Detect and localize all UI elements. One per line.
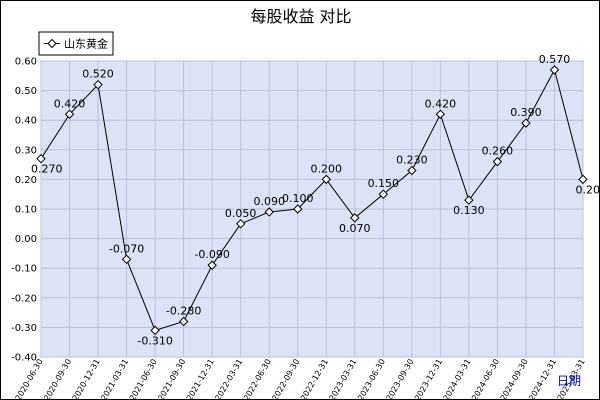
data-label: 0.420 xyxy=(425,97,457,110)
x-tick-label: 2024-12-31 xyxy=(527,358,558,400)
y-tick-label: 0.30 xyxy=(15,145,37,156)
data-point-marker xyxy=(464,195,474,205)
data-point-marker xyxy=(178,316,189,327)
data-label: 0.130 xyxy=(453,204,485,217)
x-tick-label: 2022-12-31 xyxy=(299,358,330,400)
x-axis-ticks: 2020-06-302020-09-302020-12-312021-03-31… xyxy=(14,357,587,399)
data-point-marker xyxy=(64,109,75,119)
y-tick-label: -0.20 xyxy=(11,293,37,304)
y-tick-label: -0.40 xyxy=(11,353,37,364)
x-tick-label: 2022-09-30 xyxy=(270,358,301,400)
y-axis-ticks: 0.60 0.50 0.40 0.30 0.20 0.10 0.00 -0.10 -0.20 -0… xyxy=(11,57,37,364)
data-label: -0.310 xyxy=(137,334,172,347)
x-tick-label: 2022-06-30 xyxy=(242,358,273,400)
y-tick-label: 0.60 xyxy=(15,57,37,68)
gridlines xyxy=(40,60,584,358)
chart-title: 每股收益 对比 xyxy=(250,7,351,26)
data-label: 0.270 xyxy=(31,163,63,176)
x-tick-label: 2021-03-31 xyxy=(99,358,130,400)
series-line xyxy=(40,68,584,331)
data-label: 0.050 xyxy=(225,207,257,220)
data-label: 0.150 xyxy=(368,177,400,190)
data-point-marker xyxy=(378,189,389,199)
x-tick-label: 2021-09-30 xyxy=(156,358,187,400)
x-tick-label: 2021-06-30 xyxy=(128,358,159,400)
data-point-marker xyxy=(93,79,103,90)
x-tick-label: 2020-12-31 xyxy=(71,358,102,400)
x-tick-label: 2020-06-30 xyxy=(14,358,45,400)
data-label: 0.390 xyxy=(510,106,542,119)
y-tick-label: 0.00 xyxy=(15,234,37,245)
x-tick-label: 2023-12-31 xyxy=(413,358,444,400)
series-line-group xyxy=(36,65,588,336)
data-point-marker xyxy=(521,118,531,128)
data-point-marker xyxy=(578,174,588,185)
legend-entry-label: 山东黄金 xyxy=(64,37,108,51)
y-tick-label: -0.10 xyxy=(11,264,37,275)
data-point-marker xyxy=(492,156,503,167)
data-label: 0.070 xyxy=(339,222,371,235)
data-point-marker xyxy=(350,213,360,223)
x-tick-label: 2020-09-30 xyxy=(42,358,73,400)
data-label: 0.520 xyxy=(82,68,114,81)
x-tick-label: 2024-03-31 xyxy=(442,358,473,399)
y-tick-label: 0.50 xyxy=(15,86,37,97)
data-label: 0.570 xyxy=(539,53,571,66)
x-tick-label: 2023-09-30 xyxy=(385,358,416,400)
data-point-marker xyxy=(549,65,560,75)
x-tick-label: 2022-03-31 xyxy=(213,358,244,400)
data-label: -0.070 xyxy=(109,242,144,255)
data-point-marker xyxy=(293,204,303,214)
y-tick-label: 0.40 xyxy=(15,116,37,127)
x-tick-label: 2024-06-30 xyxy=(470,357,501,399)
data-point-marker xyxy=(264,207,274,217)
x-tick-label: 2024-09-30 xyxy=(499,358,530,400)
legend-box xyxy=(38,31,114,56)
x-tick-label: 2021-12-31 xyxy=(185,358,216,400)
legend-marker-icon xyxy=(47,38,57,49)
data-label: -0.280 xyxy=(166,304,201,317)
x-tick-label: 2023-06-30 xyxy=(356,358,387,400)
data-label: -0.090 xyxy=(194,248,229,261)
data-label: 0.230 xyxy=(396,154,428,167)
data-point-marker xyxy=(435,109,446,119)
y-tick-label: 0.20 xyxy=(15,175,37,186)
legend: 山东黄金 xyxy=(38,31,114,56)
data-label: 0.100 xyxy=(282,192,314,205)
data-label: 0.420 xyxy=(54,97,86,110)
y-tick-label: -0.30 xyxy=(11,323,37,334)
y-tick-label: 0.10 xyxy=(15,205,37,216)
data-point-marker xyxy=(407,165,417,176)
data-label: 0.090 xyxy=(253,195,285,208)
data-point-marker xyxy=(150,325,160,336)
data-label: 0.200 xyxy=(576,183,600,196)
data-label: 0.200 xyxy=(311,162,343,175)
data-labels: 0.270 0.420 0.520 -0.070 -0.310 -0.280 -0.090 0… xyxy=(31,53,599,347)
data-point-marker xyxy=(121,254,132,265)
x-tick-label: 2023-03-31 xyxy=(327,358,358,400)
x-axis-label: 日期 xyxy=(557,374,581,388)
data-label: 0.260 xyxy=(482,145,514,158)
data-point-marker xyxy=(235,219,246,229)
data-point-marker xyxy=(207,260,217,270)
data-point-marker xyxy=(321,174,331,185)
data-point-marker xyxy=(36,153,46,164)
